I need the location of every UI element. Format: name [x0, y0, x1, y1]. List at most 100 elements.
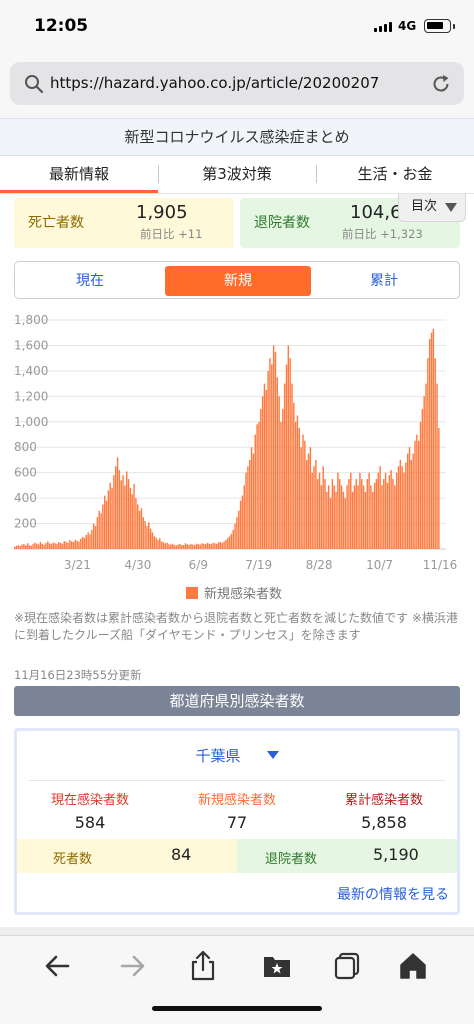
- chart-bar: [318, 472, 321, 549]
- share-icon[interactable]: [183, 946, 223, 986]
- home-icon[interactable]: [393, 946, 433, 986]
- tab-third-wave[interactable]: 第3波対策: [158, 156, 316, 193]
- chart-bar: [390, 470, 392, 549]
- tabs-icon[interactable]: [327, 946, 367, 986]
- back-arrow-icon[interactable]: [38, 946, 78, 986]
- chart-bar: [397, 466, 400, 549]
- chart-bar: [30, 545, 32, 549]
- chart-bar: [322, 466, 324, 549]
- chart-bar: [81, 536, 84, 549]
- chart-bar: [69, 540, 71, 549]
- chart-bar: [423, 396, 425, 549]
- segment-cumulative[interactable]: 累計: [370, 273, 398, 289]
- chart-bar: [419, 421, 422, 549]
- chart-bar: [379, 466, 381, 549]
- chart-bar: [111, 487, 113, 549]
- chart-bar: [61, 543, 64, 549]
- chart-bar: [272, 345, 275, 549]
- chart-bar: [329, 498, 332, 549]
- chart-bar: [140, 508, 143, 549]
- chart-bar: [47, 541, 49, 549]
- chart-bar: [375, 479, 378, 549]
- chart-bar: [362, 485, 365, 549]
- legend-swatch: [186, 587, 198, 599]
- chart-bar: [98, 510, 100, 549]
- bookmarks-icon[interactable]: [257, 946, 297, 986]
- chart-bar: [83, 537, 86, 549]
- prefecture-select[interactable]: 千葉県: [17, 745, 457, 766]
- chart-bar: [366, 479, 368, 549]
- chart-bar: [350, 472, 352, 549]
- chart-bar: [331, 479, 334, 549]
- chart-bar: [337, 472, 339, 549]
- chart-bar: [168, 544, 170, 549]
- chart-bar: [184, 543, 187, 549]
- chart-bar: [285, 364, 288, 549]
- tab-latest[interactable]: 最新情報: [0, 156, 158, 193]
- chart-bar: [208, 543, 211, 549]
- chart-bar: [344, 498, 346, 549]
- url-bar[interactable]: https://hazard.yahoo.co.jp/article/20200…: [10, 62, 464, 105]
- chart-bar: [256, 424, 258, 549]
- chart-bar: [23, 543, 25, 549]
- pref-total-cases: 累計感染者数 5,858: [311, 789, 457, 832]
- y-tick-label: 1,200: [14, 389, 48, 403]
- chart-bar: [241, 495, 244, 549]
- chart-bar: [137, 504, 139, 549]
- chart-bar: [304, 440, 306, 549]
- chart-bar: [333, 485, 335, 549]
- chart-bar: [192, 544, 194, 549]
- tab-life-money[interactable]: 生活・お金: [316, 156, 474, 193]
- forward-arrow-icon[interactable]: [112, 946, 152, 986]
- chart-bar: [72, 542, 75, 549]
- chart-bar: [324, 479, 326, 549]
- recovered-value: 104,65: [350, 202, 413, 223]
- chart-bar: [85, 535, 88, 549]
- pref-recovered-label: 退院者数: [265, 852, 318, 867]
- toc-button[interactable]: 目次: [398, 194, 466, 222]
- chart-bar: [427, 358, 429, 549]
- chart-bar: [127, 479, 130, 549]
- page-title: 新型コロナウイルス感染症まとめ: [0, 118, 474, 156]
- pref-new-value: 77: [226, 813, 248, 832]
- prefecture-section-header: 都道府県別感染者数: [14, 686, 460, 716]
- chart-bar: [388, 475, 391, 549]
- chart-bar: [392, 479, 394, 549]
- chart-bar: [261, 396, 264, 549]
- segment-current[interactable]: 現在: [76, 273, 104, 289]
- chart-bar: [406, 453, 409, 549]
- battery-icon: [424, 19, 451, 33]
- browser-chrome: https://hazard.yahoo.co.jp/article/20200…: [0, 52, 474, 118]
- chart-bar: [155, 537, 157, 549]
- recovered-delta: 前日比 +1,323: [342, 227, 423, 241]
- battery-tip: [453, 24, 455, 29]
- new-cases-chart: 1,800 1,600 1,400 1,200 1,000 800 600 400 200 3/…: [14, 313, 457, 572]
- search-icon: [25, 75, 44, 94]
- pref-current-label: 現在感染者数: [50, 793, 129, 808]
- chart-bar: [181, 544, 183, 549]
- chart-bar: [370, 485, 372, 549]
- chart-note: ※現在感染者数は累計感染者数から退院者数と死亡者数を減じた数値です ※横浜港に到…: [14, 611, 458, 642]
- chart-bar: [212, 542, 214, 549]
- chart-bar: [96, 517, 99, 549]
- chart-bar: [193, 545, 196, 549]
- segment-new[interactable]: 新規: [165, 266, 311, 296]
- chart-bar: [146, 526, 148, 549]
- reload-icon[interactable]: [430, 73, 452, 95]
- chart-bar: [54, 543, 56, 549]
- latest-info-link[interactable]: 最新の情報を見る: [337, 887, 449, 903]
- chart-bar: [395, 472, 398, 549]
- chart-bar: [199, 544, 201, 549]
- chart-bar: [339, 479, 341, 549]
- chart-bar: [399, 459, 402, 549]
- chart-bar: [148, 522, 150, 549]
- chart-bar: [107, 490, 110, 549]
- recovered-summary: 退院者数 104,65 前日比 +1,323: [240, 198, 460, 248]
- chart-bar: [326, 491, 328, 549]
- chart-bar: [436, 383, 438, 549]
- chart-bar: [39, 542, 42, 549]
- x-tick-label: 7/19: [245, 558, 272, 572]
- chart-bar: [59, 542, 62, 549]
- chart-bar: [114, 466, 117, 549]
- chart-bar: [258, 421, 260, 549]
